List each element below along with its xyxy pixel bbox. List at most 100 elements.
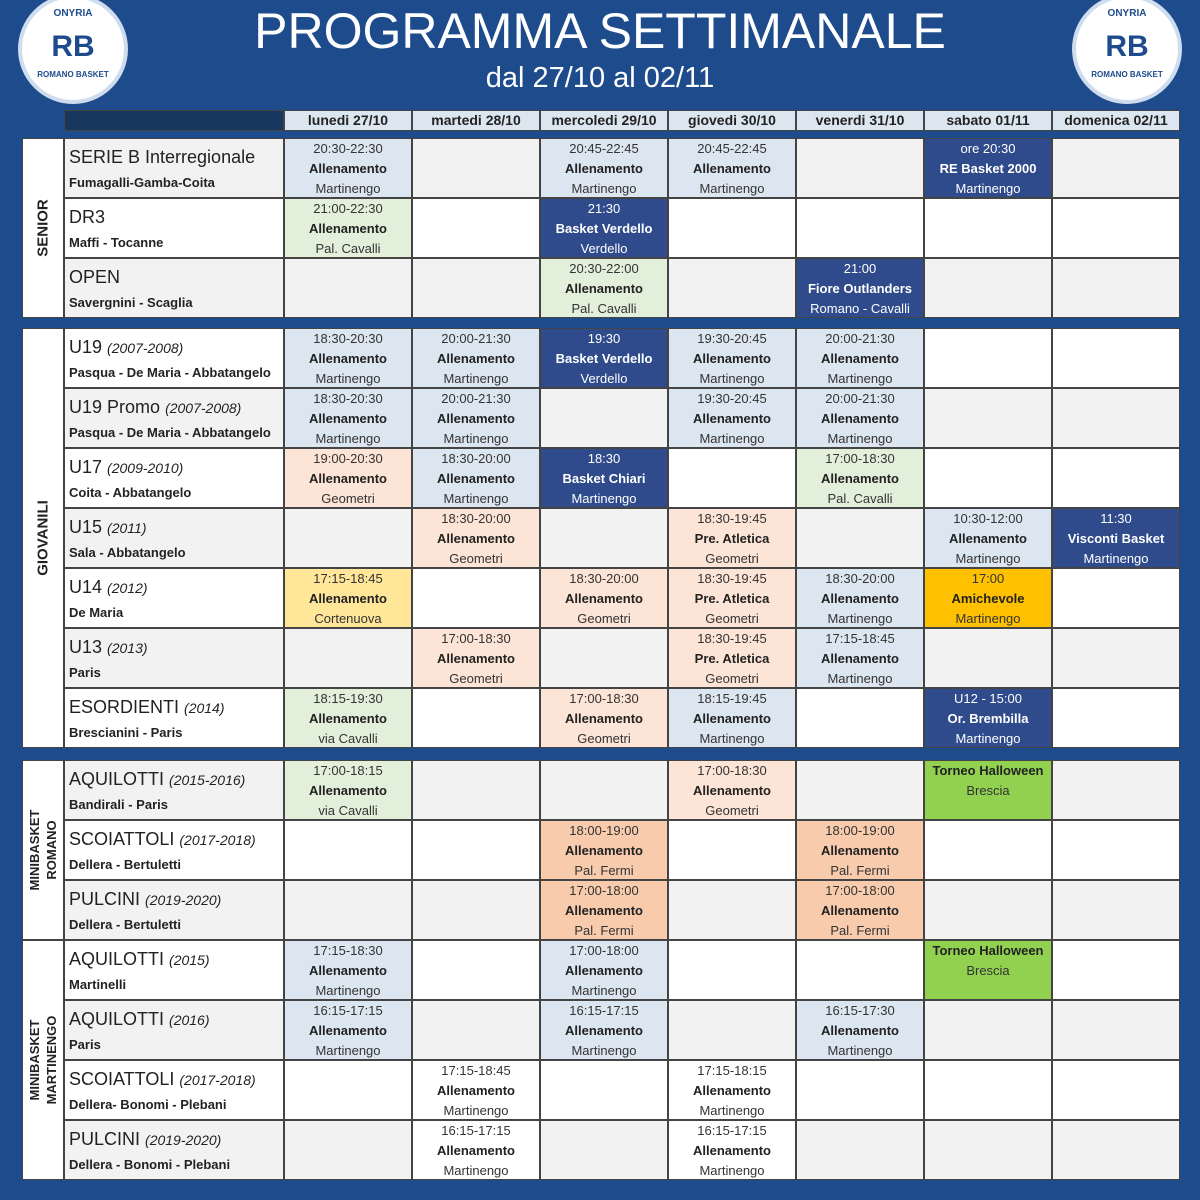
schedule-cell: Torneo Halloween Brescia — [924, 760, 1052, 820]
coaches: Maffi - Tocanne — [69, 235, 164, 250]
section-line: MARTINENGO — [44, 1015, 59, 1105]
logo-bottom: ROMANO BASKET — [37, 70, 109, 79]
cell-line: via Cavalli — [318, 731, 378, 746]
day-header: giovedi 30/10 — [668, 110, 796, 131]
cell-line: Martinengo — [443, 1163, 509, 1178]
cell-line: Fiore Outlanders — [807, 281, 913, 296]
schedule-cell: 18:30-20:00 Allenamento Geometri — [412, 508, 540, 568]
schedule-cell: 18:30 Basket Chiari Martinengo — [540, 448, 668, 508]
coaches: Dellera- Bonomi - Plebani — [69, 1097, 227, 1112]
team-years: (2017-2018) — [179, 1072, 256, 1088]
schedule-cell: 19:00-20:30 Allenamento Geometri — [284, 448, 412, 508]
cell-line: Martinengo — [443, 431, 509, 446]
cell-line: Allenamento — [820, 351, 899, 366]
cell-line: 19:30 — [587, 331, 621, 346]
logo: ONYRIA RB ROMANO BASKET — [1072, 0, 1182, 104]
schedule-cell: 20:00-21:30 Allenamento Martinengo — [796, 388, 924, 448]
section-line: GIOVANILI — [34, 500, 52, 576]
schedule-cell: 21:30 Basket Verdello Verdello — [540, 198, 668, 258]
schedule-cell — [924, 628, 1052, 688]
cell-line: Allenamento — [308, 351, 387, 366]
schedule-cell: 17:15-18:45 Allenamento Cortenuova — [284, 568, 412, 628]
schedule-cell: 18:30-20:00 Allenamento Martinengo — [796, 568, 924, 628]
schedule-cell — [924, 328, 1052, 388]
schedule-cell — [540, 508, 668, 568]
schedule-cell — [412, 760, 540, 820]
cell-line: Martinengo — [955, 731, 1021, 746]
cell-line: 17:15-18:45 — [825, 631, 895, 646]
schedule-cell — [668, 1000, 796, 1060]
schedule-cell — [1052, 1060, 1180, 1120]
team-title: AQUILOTTI — [69, 769, 165, 789]
team-title: ESORDIENTI — [69, 697, 180, 717]
cell-line: Allenamento — [436, 651, 515, 666]
schedule-cell — [412, 880, 540, 940]
logo-mark: RB — [1105, 30, 1149, 63]
cell-line: Allenamento — [436, 1083, 515, 1098]
schedule-cell — [284, 1060, 412, 1120]
cell-line: Martinengo — [315, 431, 381, 446]
team-name: U15 (2011) — [69, 517, 146, 538]
schedule-cell — [668, 198, 796, 258]
schedule-cell — [924, 388, 1052, 448]
schedule-cell: 18:30-19:45 Pre. Atletica Geometri — [668, 508, 796, 568]
schedule-cell: 18:15-19:30 Allenamento via Cavalli — [284, 688, 412, 748]
cell-line: Allenamento — [820, 843, 899, 858]
cell-line: 18:30-19:45 — [697, 571, 767, 586]
cell-line: Martinengo — [827, 611, 893, 626]
cell-line: Verdello — [580, 371, 628, 386]
schedule-cell — [284, 258, 412, 318]
cell-line: 20:00-21:30 — [441, 391, 511, 406]
schedule-cell — [1052, 448, 1180, 508]
cell-line: 18:30-19:45 — [697, 631, 767, 646]
schedule-cell — [924, 1060, 1052, 1120]
schedule-cell: 20:30-22:00 Allenamento Pal. Cavalli — [540, 258, 668, 318]
team-name: PULCINI (2019-2020) — [69, 889, 221, 910]
cell-line: Martinengo — [699, 371, 765, 386]
team-years: (2016) — [169, 1012, 210, 1028]
title: PROGRAMMA SETTIMANALE — [254, 3, 946, 59]
cell-line: Basket Verdello — [555, 351, 653, 366]
cell-line: 17:00-18:30 — [697, 763, 767, 778]
cell-line: 18:30-20:00 — [825, 571, 895, 586]
section-label: MINIBASKET MARTINENGO — [22, 940, 64, 1180]
cell-line: 19:30-20:45 — [697, 391, 767, 406]
cell-line: Allenamento — [564, 843, 643, 858]
schedule-cell: 17:00-18:30 Allenamento Geometri — [668, 760, 796, 820]
schedule-cell: 16:15-17:15 Allenamento Martinengo — [540, 1000, 668, 1060]
cell-line: 16:15-17:15 — [569, 1003, 639, 1018]
cell-line: Geometri — [705, 611, 759, 626]
cell-line: 17:15-18:45 — [441, 1063, 511, 1078]
schedule-cell — [412, 940, 540, 1000]
cell-line: Brescia — [966, 963, 1010, 978]
cell-line: 20:00-21:30 — [825, 331, 895, 346]
schedule-cell — [924, 448, 1052, 508]
team-years: (2012) — [107, 580, 148, 596]
team-name: ESORDIENTI (2014) — [69, 697, 225, 718]
logo: ONYRIA RB ROMANO BASKET — [18, 0, 128, 104]
cell-line: Geometri — [449, 551, 503, 566]
cell-line: Pre. Atletica — [694, 591, 770, 606]
coaches: Paris — [69, 1037, 101, 1052]
cell-line: Martinengo — [699, 431, 765, 446]
cell-line: Allenamento — [820, 1023, 899, 1038]
cell-line: Martinengo — [315, 1043, 381, 1058]
team-cell: ESORDIENTI (2014) Brescianini - Paris — [64, 688, 284, 748]
schedule-cell — [668, 820, 796, 880]
cell-line: via Cavalli — [318, 803, 378, 818]
team-cell: PULCINI (2019-2020) Dellera - Bonomi - Pl… — [64, 1120, 284, 1180]
team-title: AQUILOTTI — [69, 949, 165, 969]
team-name: OPEN — [69, 267, 120, 288]
coaches: Coita - Abbatangelo — [69, 485, 192, 500]
schedule-cell: 20:45-22:45 Allenamento Martinengo — [540, 138, 668, 198]
section-text: GIOVANILI — [35, 500, 52, 576]
cell-line: 20:45-22:45 — [569, 141, 639, 156]
cell-line: Martinengo — [699, 1163, 765, 1178]
schedule-cell: 17:15-18:45 Allenamento Martinengo — [412, 1060, 540, 1120]
cell-line: Allenamento — [436, 1143, 515, 1158]
schedule-cell: 11:30 Visconti Basket Martinengo — [1052, 508, 1180, 568]
coaches: Bandirali - Paris — [69, 797, 168, 812]
coaches: Savergnini - Scaglia — [69, 295, 193, 310]
cell-line: Allenamento — [820, 651, 899, 666]
cell-line: Allenamento — [692, 711, 771, 726]
